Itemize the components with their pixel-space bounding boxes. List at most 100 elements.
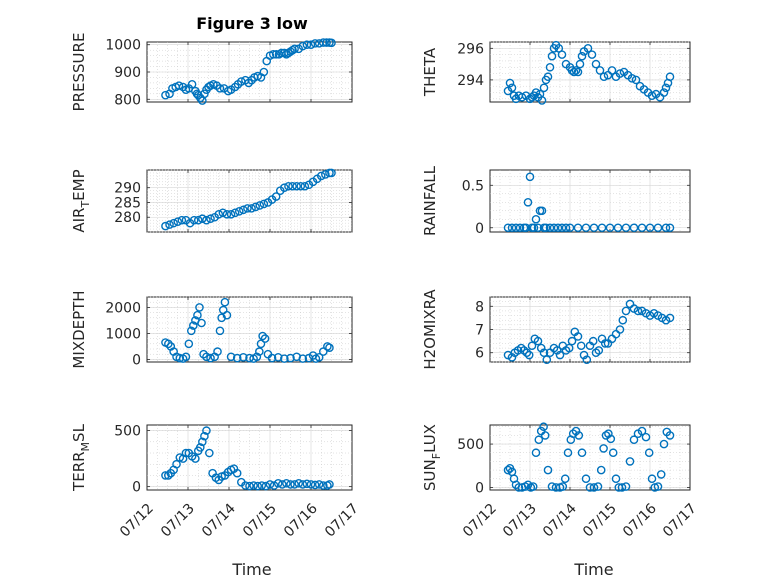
data-point [525,172,535,182]
data-point [627,74,637,83]
data-point [553,223,563,233]
x-tick-label: 07/17 [660,501,700,541]
data-point [645,223,655,233]
data-point [588,336,598,346]
data-point [169,218,178,228]
data-point [661,223,671,233]
data-point [557,223,567,233]
data-point [321,170,330,179]
data-point [164,339,173,349]
data-point [165,220,174,229]
data-point [631,75,641,85]
y-axis-label: AIRTEMP [70,169,92,232]
data-point [260,334,270,343]
data-point [621,223,631,233]
data-point [292,181,301,191]
data-point [214,209,224,219]
data-point [613,223,623,233]
data-point [269,481,279,490]
data-point [577,448,587,458]
data-point [567,66,577,75]
data-point [247,204,256,213]
data-point [226,352,236,362]
data-point [661,83,671,93]
data-point [222,310,232,320]
data-point [611,474,621,484]
y-tick-label: 8 [475,299,484,315]
data-point [563,448,573,458]
y-tick-label: 1000 [105,38,141,54]
data-point [325,343,334,353]
data-point [558,482,568,491]
data-point [515,223,525,233]
data-point [629,435,639,445]
subplot-2: 294 296 THETA [421,40,691,105]
data-point [594,346,604,355]
data-point [533,336,543,346]
data-point [314,480,324,489]
data-point [271,192,281,201]
data-point [306,40,316,50]
subplot-4: 0 0.5 RAINFALL [421,165,691,237]
data-point [545,62,555,72]
data-point [189,215,199,225]
data-point [258,331,267,341]
data-point [527,341,537,351]
data-point [310,480,320,490]
subplot-6: 6 7 8 H2OMIXRA [421,289,691,370]
y-tick-label: 0 [132,352,141,368]
data-point [232,468,242,478]
data-point [298,480,308,489]
data-point [541,223,551,233]
y-axis-label: SUNFLUX [421,424,443,491]
data-point [288,181,297,191]
data-point [540,431,550,440]
data-point [259,199,269,209]
data-point [268,49,278,59]
data-point [599,444,608,453]
data-point [647,91,657,100]
y-tick-label: 285 [114,195,141,211]
data-point [298,354,308,363]
data-point [597,223,607,233]
data-point [665,431,675,440]
data-point [659,439,669,449]
data-point [261,481,271,491]
data-point [300,181,310,191]
data-point [174,81,184,90]
data-point [503,223,513,233]
data-point [593,482,603,491]
y-tick-label: 0 [132,480,141,496]
x-tick-label: 07/17 [322,501,362,541]
data-point [161,471,170,480]
data-point [255,201,265,210]
data-point [547,51,557,61]
data-point [259,67,269,77]
data-point [531,448,541,458]
data-point [280,48,289,58]
data-point [173,217,183,226]
data-point [277,480,287,489]
data-point [607,66,617,75]
data-point [582,355,592,364]
y-axis-label: TERRMSL [70,423,92,492]
data-point [511,223,521,233]
x-tick-label: 07/13 [500,501,540,541]
y-tick-label: 0 [475,480,484,496]
data-point [252,352,262,362]
data-point [565,223,575,233]
x-tick-label: 07/14 [540,501,580,541]
data-point [555,350,565,360]
data-point [595,66,605,75]
data-point [591,59,601,69]
data-point [505,78,515,88]
data-point [641,432,651,442]
data-point [318,481,328,490]
data-point [605,223,615,233]
data-point [589,223,599,233]
data-point [193,215,203,225]
data-point [625,457,635,466]
x-axis-label-right: Time [573,560,613,579]
data-point [507,223,517,233]
data-point [653,482,663,491]
